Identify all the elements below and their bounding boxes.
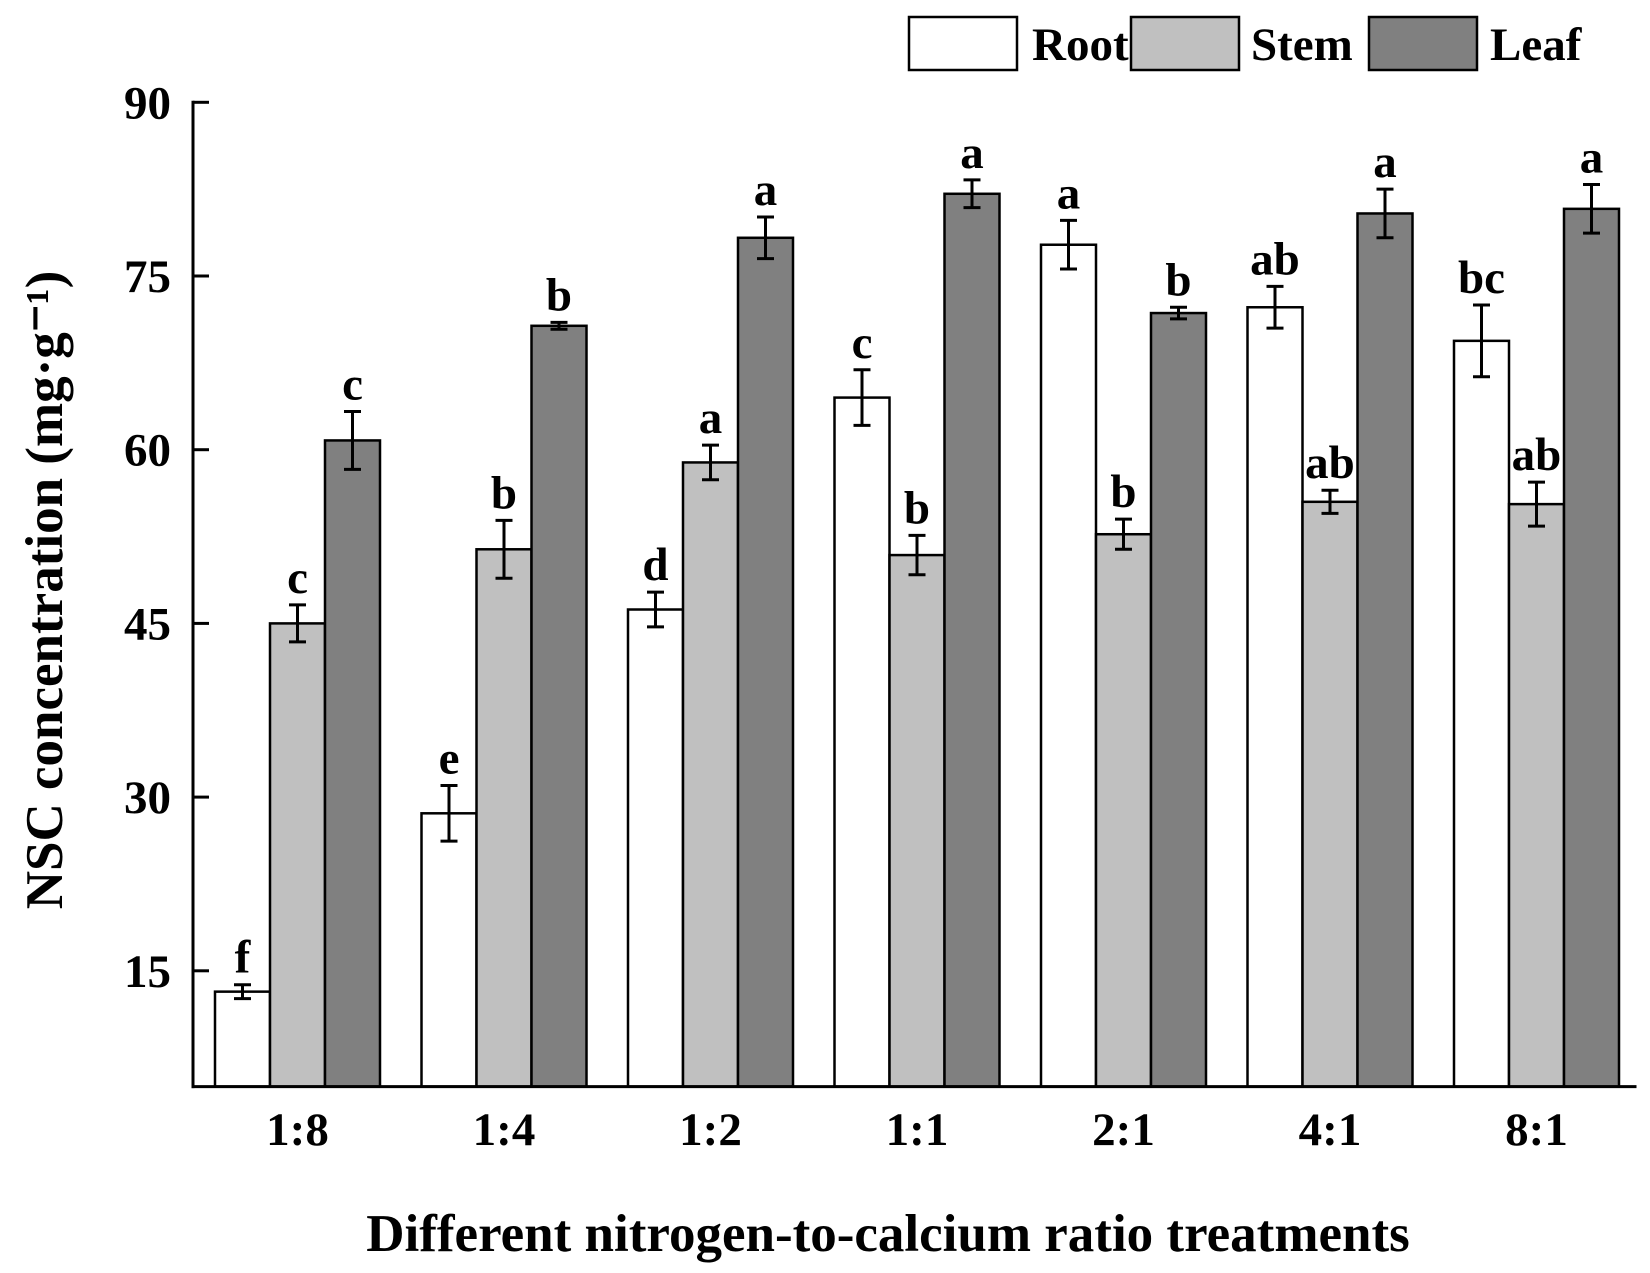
legend-label-leaf: Leaf [1490,19,1583,71]
significance-letter-root-1-8: f [235,932,252,984]
legend-swatch-root [907,15,1019,72]
legend-item-stem: Stem [1129,15,1353,72]
x-tick-label-2-1: 2:1 [1092,1104,1155,1156]
significance-letter-root-1-1: c [852,317,873,369]
significance-letter-leaf-1-2: a [754,164,778,216]
bar-stem-2-1 [1094,532,1153,1088]
significance-letter-stem-1-4: b [491,467,517,519]
bar-stem-1-2 [681,461,740,1088]
error-bar-leaf-4-1 [1376,187,1394,240]
error-bar-root-8-1 [1473,303,1490,379]
significance-letter-leaf-4-1: a [1373,136,1397,188]
y-tick-label: 45 [124,598,171,650]
significance-letter-stem-1-8: c [287,552,308,604]
significance-letter-root-2-1: a [1057,167,1081,219]
bar-stem-1-1 [888,553,946,1088]
error-bar-stem-1-1 [908,533,926,577]
significance-letter-root-8-1: bc [1458,252,1505,304]
bar-stem-4-1 [1301,500,1359,1088]
error-bar-root-4-1 [1266,284,1284,330]
error-bar-root-1-8 [234,983,251,1001]
error-bar-leaf-1-1 [963,178,981,210]
significance-letter-stem-4-1: ab [1305,437,1355,489]
y-axis-ticks: 15 30 45 60 75 90 [124,77,209,998]
significance-letter-leaf-8-1: a [1580,132,1604,184]
error-bar-stem-1-4 [495,518,513,580]
error-bar-stem-8-1 [1528,480,1545,528]
bar-root-1-2 [626,608,685,1088]
x-axis-tick-labels: 1:8 1:4 1:2 1:1 2:1 4:1 8:1 [266,1104,1568,1156]
error-bar-stem-2-1 [1115,517,1132,551]
x-tick-label-4-1: 4:1 [1299,1104,1362,1156]
bar-root-2-1 [1039,243,1098,1088]
error-bar-root-2-1 [1060,218,1077,271]
legend-label-stem: Stem [1251,19,1353,71]
bar-root-4-1 [1246,306,1304,1088]
significance-letter-stem-1-2: a [699,392,723,444]
bar-leaf-1-2 [736,236,795,1088]
bar-leaf-1-8 [323,439,382,1088]
bar-stem-1-8 [268,622,327,1088]
error-bar-root-1-1 [853,368,871,427]
significance-letter-leaf-1-4: b [546,269,572,321]
error-bar-leaf-2-1 [1170,305,1187,321]
y-tick-label: 30 [124,772,171,824]
bar-stem-8-1 [1507,502,1566,1088]
error-bar-root-1-4 [440,784,458,843]
significance-letter-stem-2-1: b [1110,466,1136,518]
x-tick-label-1-8: 1:8 [266,1104,329,1156]
bar-root-1-1 [833,396,891,1088]
bar-root-1-4 [420,812,478,1088]
bar-root-1-8 [213,990,272,1088]
x-tick-label-1-1: 1:1 [886,1104,949,1156]
bars-layer [213,192,1621,1088]
legend-item-root: Root [907,15,1129,72]
y-tick-label: 75 [124,251,171,303]
bar-leaf-1-4 [530,324,588,1088]
error-bar-stem-4-1 [1321,488,1339,515]
y-tick-label: 90 [124,77,171,129]
y-tick-label: 15 [124,946,171,998]
error-bar-root-1-2 [647,590,664,629]
legend-item-leaf: Leaf [1367,15,1583,72]
error-bars-layer [234,178,1600,1001]
error-bar-stem-1-8 [289,603,306,644]
legend-swatch-leaf [1367,15,1479,72]
significance-letter-root-1-4: e [439,733,460,785]
x-tick-label-1-4: 1:4 [473,1104,536,1156]
legend-label-root: Root [1032,19,1129,71]
bar-leaf-4-1 [1356,212,1414,1088]
legend: Root Stem Leaf [907,15,1583,72]
significance-letter-leaf-2-1: b [1165,254,1191,306]
error-bar-stem-1-2 [702,443,719,482]
bar-leaf-1-1 [943,192,1001,1088]
error-bar-leaf-1-4 [550,320,568,331]
bar-leaf-8-1 [1562,207,1621,1088]
bar-stem-1-4 [475,548,533,1088]
y-tick-label: 60 [124,425,171,477]
significance-letter-stem-8-1: ab [1512,429,1562,481]
legend-swatch-stem [1129,15,1241,72]
significance-letter-root-4-1: ab [1250,233,1300,285]
significance-letter-root-1-2: d [642,539,668,591]
error-bar-leaf-1-8 [344,409,361,471]
significance-letter-stem-1-1: b [904,482,930,534]
bar-root-8-1 [1452,339,1511,1088]
significance-letter-leaf-1-1: a [960,127,984,179]
bar-leaf-2-1 [1149,311,1208,1088]
y-axis-title: NSC concentration (mg·g⁻¹) [16,271,74,910]
x-tick-label-8-1: 8:1 [1505,1104,1568,1156]
significance-letter-leaf-1-8: c [342,358,363,410]
x-tick-label-1-2: 1:2 [679,1104,742,1156]
error-bar-leaf-8-1 [1583,183,1600,235]
error-bar-leaf-1-2 [757,215,774,261]
x-axis-title: Different nitrogen-to-calcium ratio trea… [366,1205,1410,1263]
